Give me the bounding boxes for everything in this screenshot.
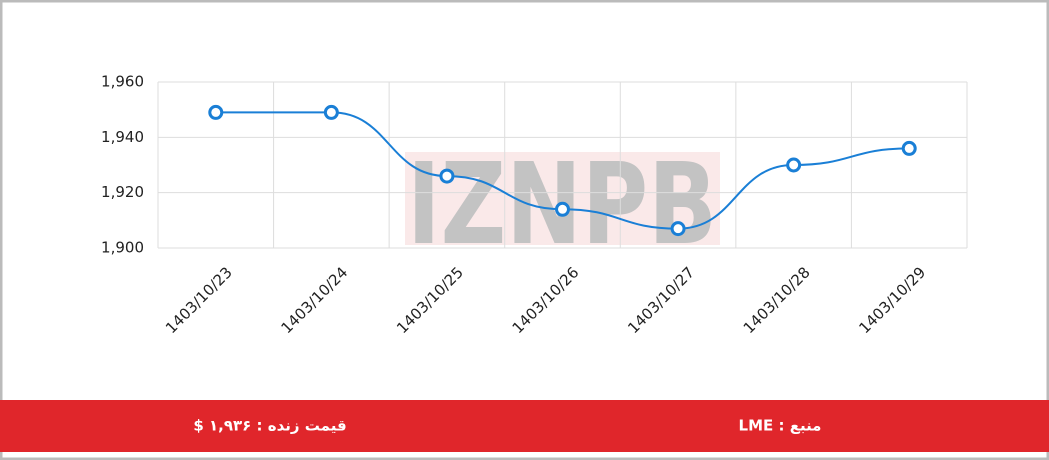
point [323,104,339,120]
point [439,168,455,184]
y-tick-label: 1,900 [101,239,144,257]
y-tick-label: 1,940 [101,128,144,146]
watermark-bg [405,152,720,245]
point [208,104,224,120]
point [786,157,802,173]
live-price: قیمت زنده : ۱,۹۳۶ $ [193,417,346,435]
source: منبع : LME [739,417,822,435]
point [555,201,570,217]
footer-band [0,400,1049,452]
point [670,221,686,237]
y-tick-label: 1,920 [101,183,144,201]
point [901,140,917,156]
y-tick-label: 1,960 [101,73,144,91]
